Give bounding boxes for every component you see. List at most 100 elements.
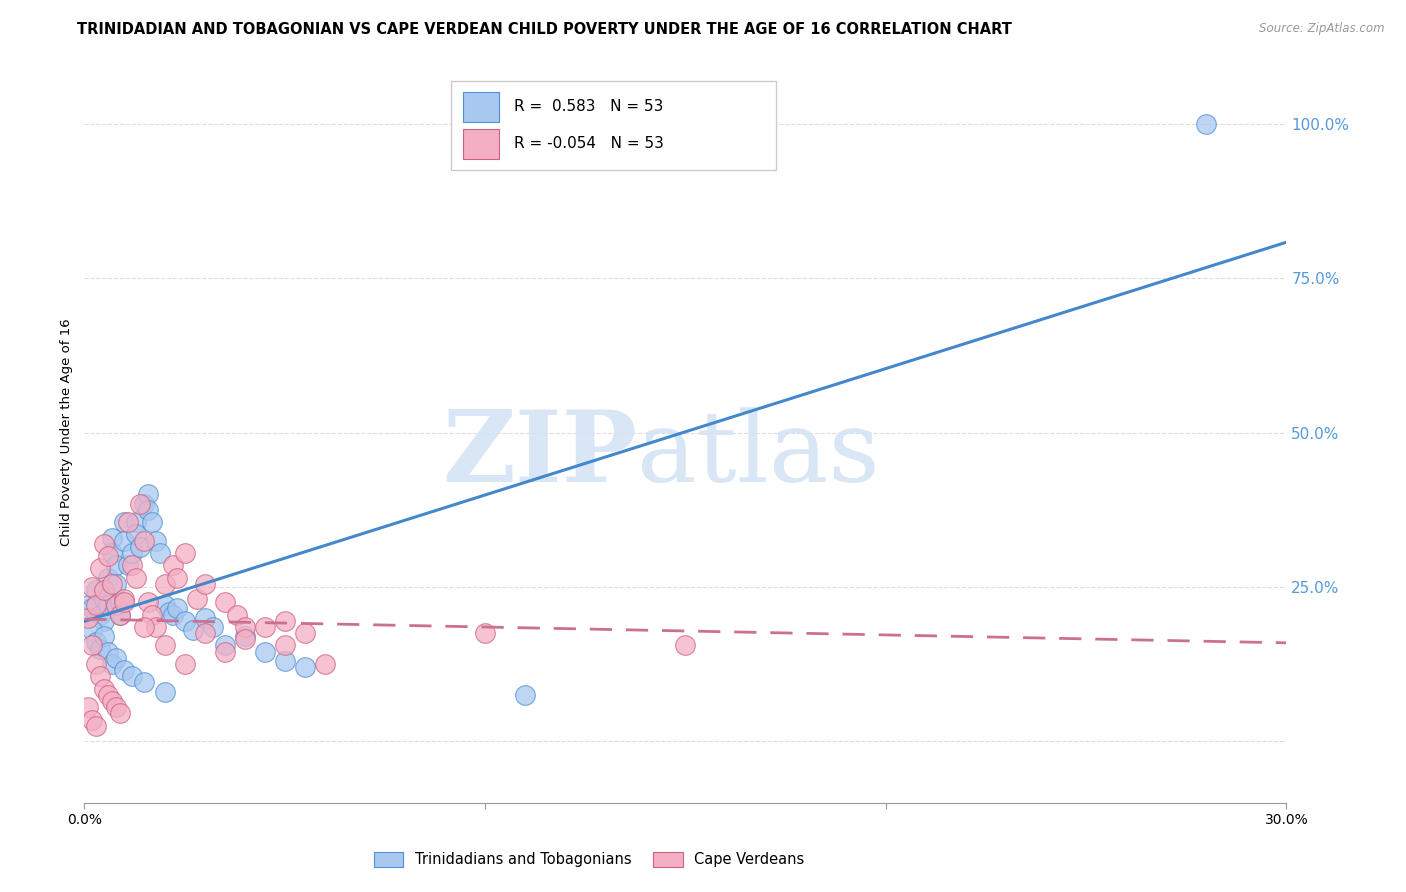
Bar bbox=[451, 81, 776, 169]
Point bbox=[89, 561, 111, 575]
Point bbox=[89, 669, 111, 683]
Point bbox=[138, 487, 160, 501]
Point bbox=[97, 549, 120, 563]
Text: atlas: atlas bbox=[637, 407, 880, 503]
Text: TRINIDADIAN AND TOBAGONIAN VS CAPE VERDEAN CHILD POVERTY UNDER THE AGE OF 16 COR: TRINIDADIAN AND TOBAGONIAN VS CAPE VERDE… bbox=[77, 22, 1012, 37]
Point bbox=[125, 571, 148, 585]
Point bbox=[134, 497, 156, 511]
Point bbox=[101, 546, 124, 560]
Point bbox=[138, 502, 160, 516]
Point bbox=[121, 558, 143, 573]
Point bbox=[233, 632, 256, 647]
Point bbox=[474, 626, 496, 640]
Point bbox=[294, 660, 316, 674]
Point bbox=[82, 713, 104, 727]
Point bbox=[93, 537, 115, 551]
Point bbox=[153, 599, 176, 613]
Point bbox=[166, 571, 188, 585]
Point bbox=[105, 700, 128, 714]
Point bbox=[138, 595, 160, 609]
Point bbox=[101, 694, 124, 708]
Point bbox=[274, 639, 297, 653]
Point bbox=[153, 576, 176, 591]
Point bbox=[82, 623, 104, 637]
Point bbox=[86, 599, 108, 613]
Point bbox=[141, 515, 163, 529]
Point bbox=[141, 607, 163, 622]
Point bbox=[186, 592, 208, 607]
Point bbox=[97, 599, 120, 613]
Point bbox=[233, 620, 256, 634]
Point bbox=[93, 582, 115, 597]
Point bbox=[314, 657, 336, 671]
Point bbox=[153, 685, 176, 699]
Bar bbox=[463, 129, 499, 159]
Point bbox=[121, 669, 143, 683]
Point bbox=[145, 620, 167, 634]
Point bbox=[101, 576, 124, 591]
Point bbox=[97, 688, 120, 702]
Point bbox=[77, 599, 100, 613]
Point bbox=[134, 675, 156, 690]
Point bbox=[86, 719, 108, 733]
Point bbox=[93, 629, 115, 643]
Point bbox=[97, 571, 120, 585]
Point bbox=[86, 657, 108, 671]
Point bbox=[114, 595, 135, 609]
Point bbox=[105, 650, 128, 665]
Point bbox=[162, 607, 184, 622]
Point bbox=[114, 663, 135, 677]
Point bbox=[82, 601, 104, 615]
Point bbox=[114, 592, 135, 607]
Point bbox=[110, 706, 132, 721]
Point bbox=[194, 576, 217, 591]
Point bbox=[214, 645, 236, 659]
Point bbox=[515, 688, 537, 702]
Text: R =  0.583   N = 53: R = 0.583 N = 53 bbox=[513, 99, 662, 114]
Point bbox=[89, 607, 111, 622]
Point bbox=[181, 623, 204, 637]
Point bbox=[77, 611, 100, 625]
Point bbox=[117, 558, 139, 573]
Point bbox=[114, 533, 135, 548]
Point bbox=[134, 533, 156, 548]
Point bbox=[225, 607, 247, 622]
Point bbox=[253, 645, 276, 659]
Point bbox=[117, 515, 139, 529]
Point bbox=[1195, 117, 1218, 131]
Bar bbox=[463, 92, 499, 121]
Point bbox=[173, 657, 195, 671]
Point bbox=[101, 657, 124, 671]
Point bbox=[93, 681, 115, 696]
Y-axis label: Child Poverty Under the Age of 16: Child Poverty Under the Age of 16 bbox=[60, 318, 73, 547]
Point bbox=[166, 601, 188, 615]
Point bbox=[110, 607, 132, 622]
Point bbox=[201, 620, 224, 634]
Point bbox=[173, 546, 195, 560]
Point bbox=[153, 639, 176, 653]
Point bbox=[82, 639, 104, 653]
Point bbox=[105, 599, 128, 613]
Point bbox=[149, 546, 172, 560]
Text: Source: ZipAtlas.com: Source: ZipAtlas.com bbox=[1260, 22, 1385, 36]
Point bbox=[93, 614, 115, 628]
Point bbox=[125, 527, 148, 541]
Point bbox=[86, 635, 108, 649]
Point bbox=[125, 515, 148, 529]
Point bbox=[157, 605, 180, 619]
Legend: Trinidadians and Tobagonians, Cape Verdeans: Trinidadians and Tobagonians, Cape Verde… bbox=[368, 847, 810, 873]
Point bbox=[105, 558, 128, 573]
Point bbox=[77, 700, 100, 714]
Text: R = -0.054   N = 53: R = -0.054 N = 53 bbox=[513, 136, 664, 152]
Point bbox=[214, 639, 236, 653]
Point bbox=[93, 592, 115, 607]
Point bbox=[173, 614, 195, 628]
Text: ZIP: ZIP bbox=[443, 407, 637, 503]
Point bbox=[253, 620, 276, 634]
Point bbox=[162, 558, 184, 573]
Point bbox=[675, 639, 697, 653]
Point bbox=[194, 611, 217, 625]
Point bbox=[233, 629, 256, 643]
Point bbox=[194, 626, 217, 640]
Point bbox=[129, 540, 152, 554]
